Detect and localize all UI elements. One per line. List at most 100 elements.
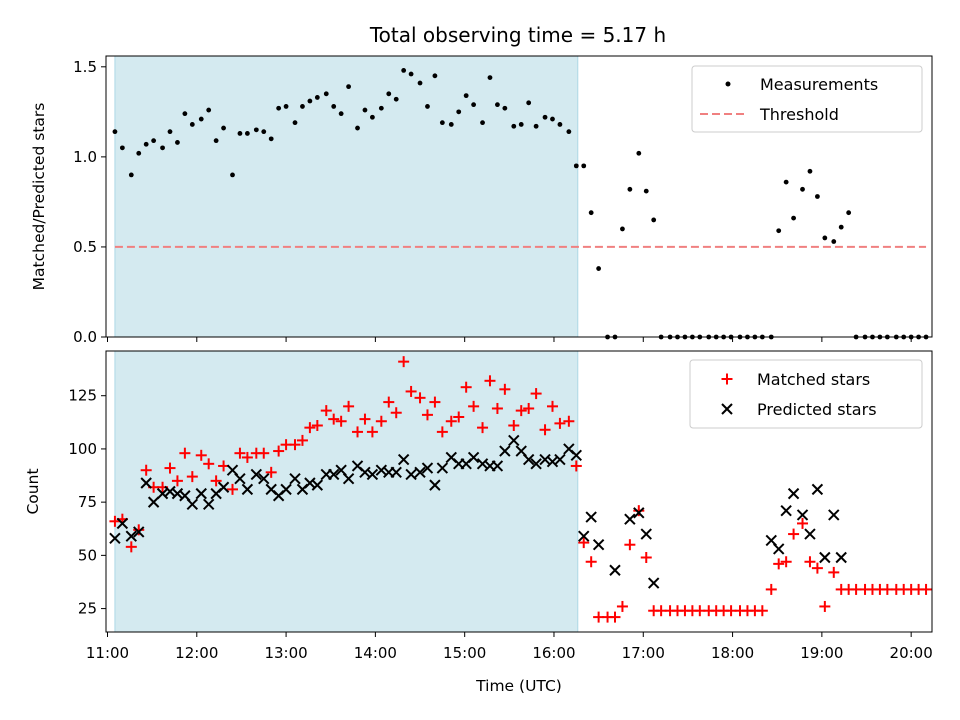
predicted-point-b	[624, 513, 636, 525]
measurement-point	[182, 111, 188, 117]
predicted-point-b	[804, 528, 816, 540]
predicted-point-b	[819, 551, 831, 564]
matched-point	[304, 422, 316, 434]
measurement-point	[557, 122, 563, 127]
predicted-point	[311, 479, 324, 491]
predicted-point	[796, 509, 809, 521]
measurement-point	[314, 95, 320, 100]
predicted-point	[554, 453, 566, 466]
measurement-point	[292, 120, 298, 126]
predicted-point	[436, 462, 449, 474]
legend-matched-plus	[721, 373, 733, 385]
top-legend-frame	[691, 65, 923, 133]
matched-point	[414, 392, 426, 404]
predicted-point-b	[405, 468, 417, 481]
predicted-point-b	[585, 511, 597, 523]
predicted-point-b	[397, 453, 410, 466]
matched-point	[227, 483, 239, 495]
predicted-point	[186, 498, 199, 510]
matched-point	[780, 556, 792, 568]
bottom-y-tick-label: 25	[78, 600, 97, 618]
predicted-point-b	[609, 564, 621, 576]
predicted-point-b	[109, 532, 121, 545]
count-points	[109, 356, 932, 623]
predicted-point	[804, 528, 816, 540]
predicted-point	[578, 530, 590, 542]
measurement-point	[283, 104, 289, 109]
matched-point	[477, 422, 489, 434]
measurement-point	[362, 107, 368, 113]
predicted-point	[499, 445, 511, 457]
measurement-point	[502, 105, 508, 111]
chart-title: Total observing time = 5.17 h	[369, 23, 666, 47]
predicted-point	[609, 564, 621, 576]
predicted-point	[624, 513, 636, 525]
predicted-point	[241, 483, 254, 496]
predicted-point-b	[289, 473, 301, 485]
measurement-point	[143, 141, 149, 147]
predicted-point	[522, 453, 535, 466]
x-tick-label: 11:00	[86, 644, 129, 662]
measurement-point	[511, 123, 517, 129]
measurement-point	[495, 102, 500, 108]
predicted-point-b	[195, 487, 207, 500]
bottom-legend-frame	[689, 359, 923, 429]
x-tick-label: 19:00	[800, 644, 843, 662]
matched-point	[633, 505, 645, 517]
measurement-point	[221, 125, 226, 131]
predicted-point-b	[140, 477, 152, 489]
matched-point	[788, 528, 800, 540]
matched-point	[320, 405, 332, 417]
matched-point	[171, 475, 183, 487]
predicted-point-b	[186, 498, 199, 510]
measurement-point	[112, 129, 118, 135]
predicted-point-b	[156, 487, 169, 500]
measurement-point	[596, 266, 602, 271]
matched-point	[265, 466, 277, 478]
x-tick-label: 13:00	[264, 644, 307, 662]
predicted-point-b	[280, 483, 292, 496]
predicted-point	[592, 539, 605, 551]
x-tick-label: 20:00	[890, 644, 933, 662]
measurement-point	[581, 163, 587, 169]
predicted-point	[508, 434, 520, 447]
measurement-point	[822, 235, 828, 241]
matched-point	[624, 539, 636, 551]
predicted-point-b	[342, 473, 355, 485]
measurement-point	[244, 131, 250, 136]
measurement-point	[237, 131, 243, 136]
matched-point	[390, 407, 402, 419]
top-observing-window-shade	[114, 55, 579, 338]
predicted-point-b	[421, 462, 434, 474]
matched-point	[186, 471, 198, 483]
matched-point	[797, 517, 809, 529]
bottom-y-axis-label: Count	[24, 468, 42, 514]
top-legend: Measurements Threshold	[691, 65, 923, 133]
predicted-point	[133, 526, 145, 538]
measurement-point	[573, 163, 579, 169]
matched-point	[210, 475, 222, 487]
matched-point	[546, 400, 558, 412]
measurement-point	[627, 186, 633, 192]
x-tick-label: 18:00	[711, 644, 754, 662]
matched-point	[819, 600, 831, 612]
predicted-point-b	[351, 460, 364, 472]
predicted-point	[780, 504, 792, 517]
predicted-point	[366, 468, 379, 481]
measurement-point	[533, 123, 539, 129]
matched-point	[195, 449, 207, 461]
measurement-point	[791, 215, 796, 221]
measurement-point	[487, 75, 493, 81]
predicted-point	[414, 466, 426, 479]
matched-point	[616, 600, 628, 612]
top-y-tick-label: 0.0	[73, 328, 97, 346]
matched-point	[515, 405, 527, 417]
predicted-point	[405, 468, 417, 481]
predicted-point-b	[530, 458, 542, 470]
matched-point	[804, 556, 816, 568]
predicted-point-b	[765, 534, 777, 547]
matched-point	[491, 402, 503, 414]
predicted-point	[397, 453, 410, 466]
matched-point	[133, 524, 145, 536]
